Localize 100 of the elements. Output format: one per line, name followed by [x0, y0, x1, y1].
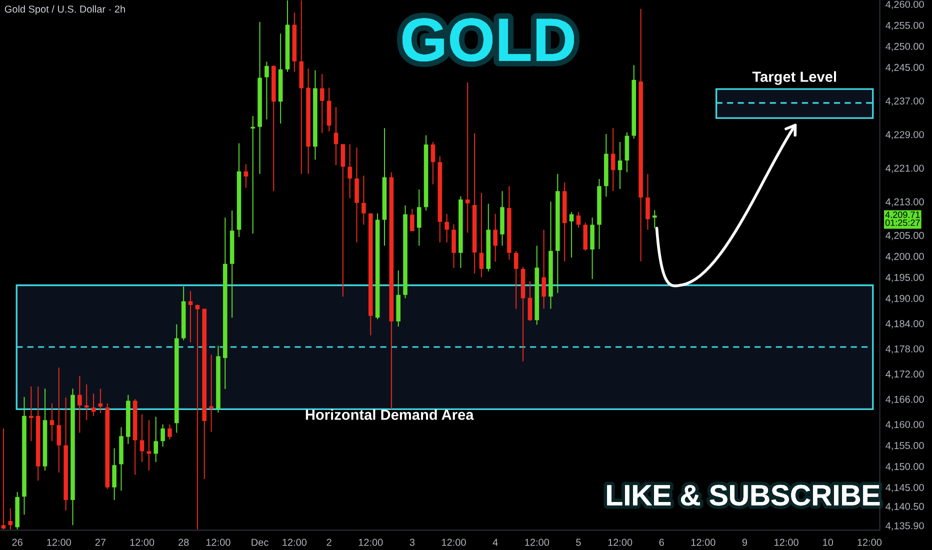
- candlestick: [313, 70, 318, 160]
- candlestick: [64, 397, 68, 510]
- band-label: Horizontal Demand Area: [306, 409, 474, 420]
- candlestick: [78, 376, 82, 433]
- y-tick-label: 4,250.00: [886, 42, 924, 52]
- x-tick-label: Dec: [252, 538, 268, 546]
- candlestick: [230, 210, 234, 318]
- x-tick-label: 12:00: [442, 538, 466, 546]
- candlestick: [348, 144, 352, 198]
- candlestick: [610, 128, 616, 192]
- candlestick: [1, 428, 6, 530]
- x-tick-label: 12:00: [130, 538, 154, 546]
- candlestick: [8, 508, 13, 530]
- candlestick: [278, 34, 283, 124]
- candlestick: [520, 266, 526, 362]
- candlestick: [146, 420, 152, 471]
- candlestick: [590, 218, 594, 279]
- candlestick: [500, 191, 504, 246]
- y-tick-label: 4,237.00: [886, 97, 924, 106]
- candlestick: [112, 448, 116, 500]
- candlestick: [154, 416, 158, 462]
- candlestick: [22, 397, 26, 515]
- y-tick-label: 4,166.00: [886, 396, 924, 404]
- candlestick: [410, 208, 414, 232]
- candlestick: [244, 164, 248, 188]
- candlestick: [70, 388, 75, 526]
- candlestick: [181, 286, 186, 340]
- candlestick: [320, 74, 324, 134]
- annotation: LIKE & SUBSCRIBE: [607, 484, 880, 506]
- x-tick-label: 12:00: [47, 538, 72, 546]
- y-tick-label: 4,229.00: [886, 131, 924, 140]
- candlestick: [452, 224, 456, 268]
- candlestick: [534, 246, 540, 325]
- candlestick: [250, 116, 256, 234]
- chart-subtitle: Gold Spot / U.S. Dollar · 2h: [4, 5, 125, 15]
- candlestick: [562, 182, 567, 262]
- x-tick-label: 12:00: [206, 538, 230, 546]
- candlestick: [624, 132, 630, 172]
- x-tick-label: 6: [659, 538, 664, 546]
- y-tick-label: 4,221.00: [886, 164, 924, 173]
- candlestick: [91, 394, 96, 416]
- candlestick: [299, 0, 304, 174]
- candlestick: [132, 399, 138, 475]
- band-label: Target Level: [752, 71, 836, 85]
- x-tick-label: 5: [576, 538, 581, 546]
- x-tick-label: 12:00: [858, 538, 882, 546]
- candlestick: [465, 82, 470, 233]
- candlestick: [258, 22, 262, 174]
- candlestick: [542, 230, 546, 309]
- candlestick: [389, 172, 394, 410]
- candlestick: [430, 142, 436, 184]
- x-tick-label: 27: [95, 538, 106, 546]
- candlestick: [646, 174, 650, 230]
- candlestick: [382, 128, 387, 246]
- candlestick: [209, 354, 214, 432]
- x-tick-label: 4: [492, 538, 498, 546]
- x-tick-label: 12:00: [608, 538, 632, 546]
- y-tick-label: 4,178.00: [886, 345, 924, 354]
- candlestick: [375, 213, 380, 320]
- y-tick-label: 4,255.00: [886, 22, 924, 30]
- candlestick: [548, 202, 553, 309]
- candlestick: [15, 492, 20, 530]
- candlestick: [493, 214, 498, 262]
- x-tick-label: 10: [823, 538, 834, 546]
- candlestick: [416, 189, 422, 246]
- candlestick: [334, 107, 338, 166]
- candlestick: [306, 68, 310, 174]
- candlestick: [486, 204, 491, 272]
- candlestick: [507, 186, 512, 260]
- y-tick-label: 4,140.50: [886, 502, 924, 512]
- chart-title: GOLD: [402, 18, 574, 62]
- candlestick: [597, 178, 602, 250]
- candlestick: [168, 424, 172, 440]
- y-tick-label: 4,150.00: [886, 462, 924, 472]
- x-tick-label: 26: [12, 538, 22, 546]
- candlestick: [604, 134, 608, 197]
- candlestick: [638, 8, 643, 262]
- candlestick: [223, 218, 228, 390]
- candlestick: [618, 142, 622, 190]
- candlestick: [56, 368, 62, 473]
- candlestick: [528, 281, 532, 321]
- candlestick: [632, 65, 636, 139]
- candlestick: [271, 65, 276, 192]
- candlestick: [292, 12, 297, 72]
- candlestick: [98, 388, 103, 413]
- y-tick-label: 4,213.00: [886, 198, 924, 207]
- text: 01:25:27: [885, 219, 920, 226]
- x-tick-label: 12:00: [774, 538, 798, 546]
- candlestick: [368, 213, 373, 336]
- x-tick-label: 12:00: [691, 538, 716, 546]
- candlestick: [354, 147, 359, 242]
- y-tick-label: 4,135.90: [886, 522, 924, 530]
- y-tick-label: 4,184.00: [886, 320, 924, 328]
- candlestick: [472, 133, 477, 274]
- y-tick-label: 4,205.00: [886, 232, 924, 240]
- candlestick: [340, 144, 346, 297]
- candlestick: [140, 414, 144, 462]
- y-tick-label: 4,200.00: [886, 252, 924, 262]
- candlestick: [326, 88, 332, 132]
- candlestick: [216, 346, 220, 413]
